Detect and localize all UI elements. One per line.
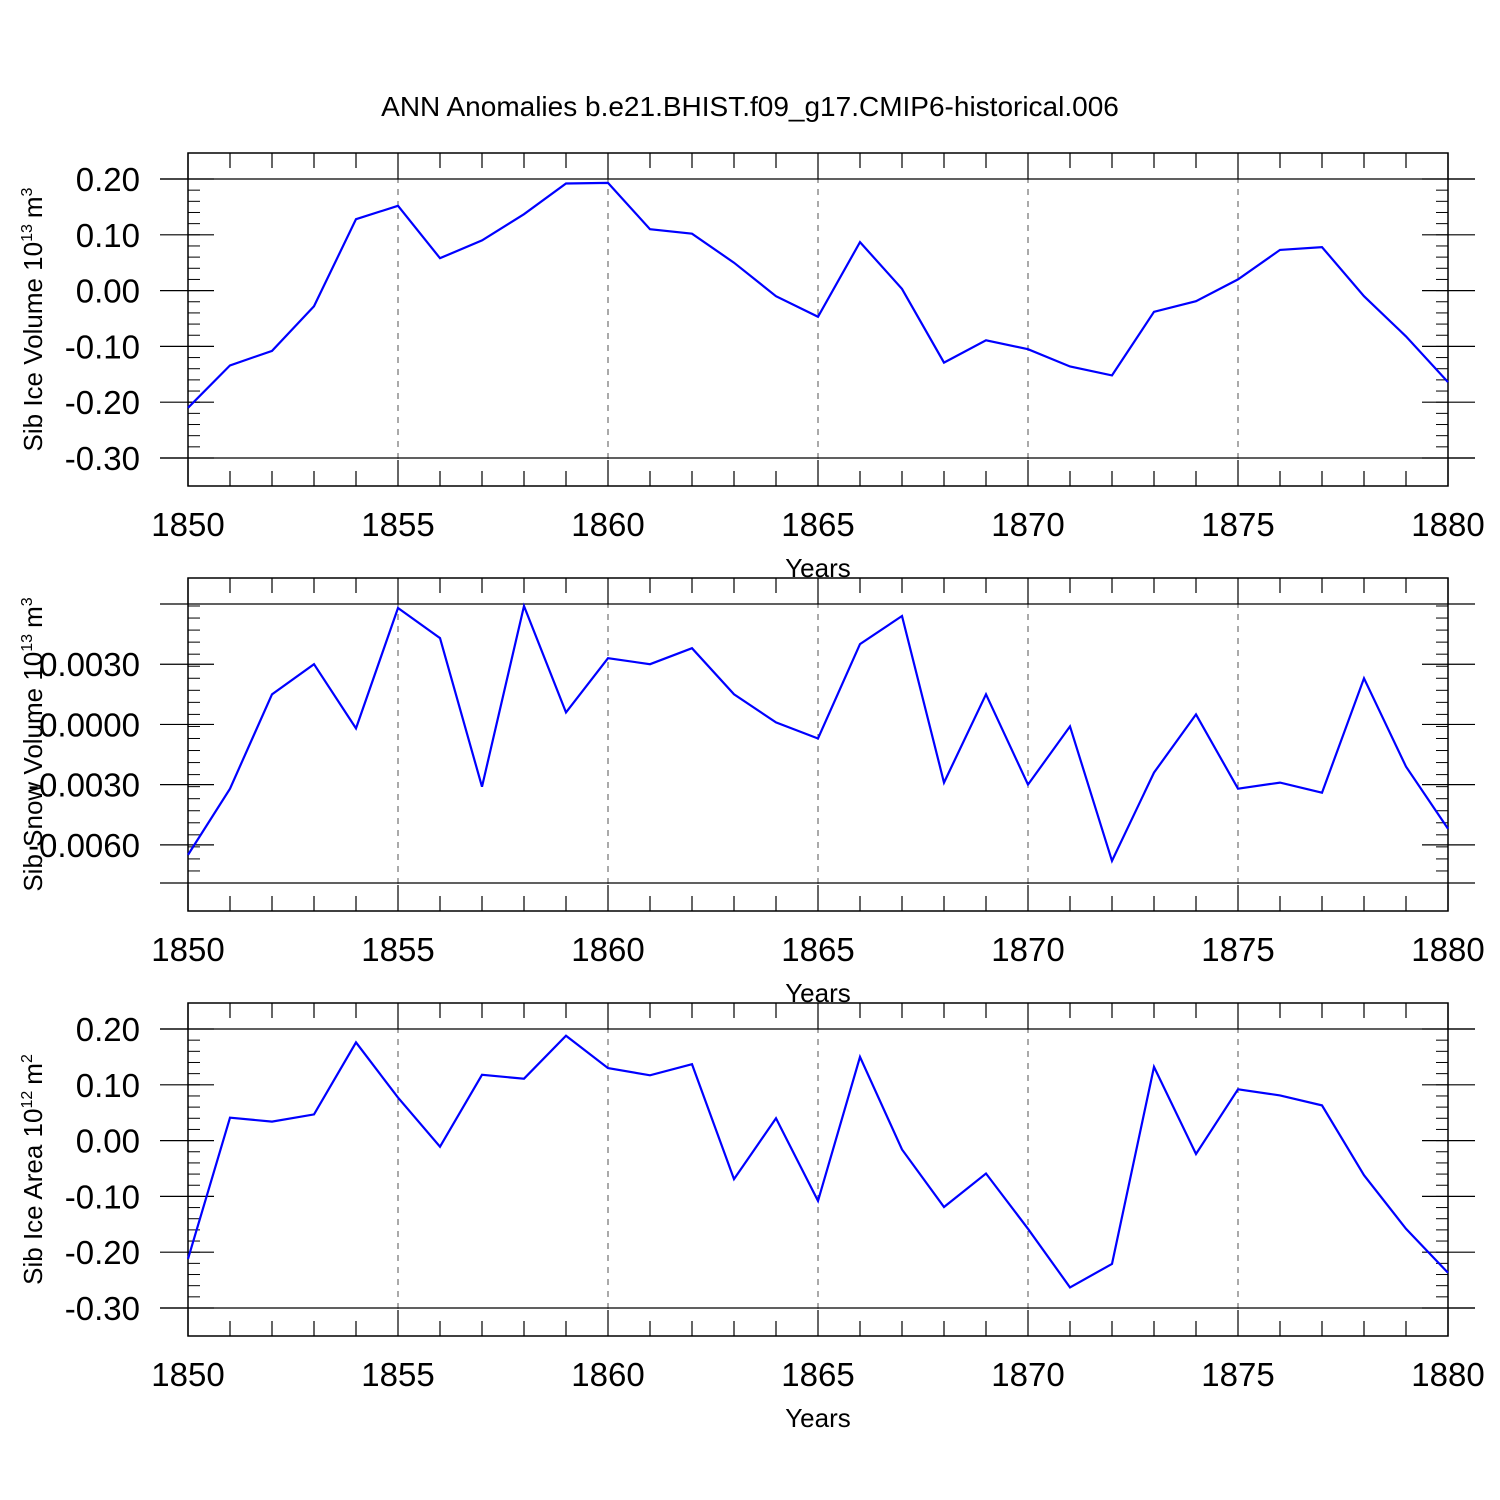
y-title-main: Sib Ice Volume 10 <box>18 242 48 452</box>
x-tick-label: 1860 <box>571 506 644 543</box>
y-tick-label: 0.00 <box>76 1123 140 1160</box>
y-title-main: Sib Snow Volume 10 <box>18 652 48 892</box>
y-tick-label: -0.0030 <box>28 767 140 804</box>
x-tick-label: 1870 <box>991 931 1064 968</box>
y-title-exponent: 13 <box>19 634 36 652</box>
y-tick-label: -0.10 <box>65 328 140 365</box>
plot-frame <box>187 1002 1449 1337</box>
y-title-unit-exponent: 3 <box>19 597 36 606</box>
x-tick-label: 1855 <box>361 506 434 543</box>
y-tick-label: -0.20 <box>65 1234 140 1271</box>
y-tick-label: -0.30 <box>65 1290 140 1327</box>
y-title-exponent: 13 <box>19 224 36 242</box>
x-tick-label: 1880 <box>1411 506 1484 543</box>
x-tick-label: 1860 <box>571 931 644 968</box>
y-tick-label: 0.0000 <box>39 706 140 743</box>
panel-3: 0.20 0.10 0.00 -0.10 -0.20 -0.30 1850 1855 1860 1… <box>18 1002 1485 1433</box>
plot-frame <box>187 577 1449 912</box>
x-tick-label: 1875 <box>1201 1356 1274 1393</box>
y-axis-title: Sib Snow Volume 1013 m3 <box>18 597 48 891</box>
y-tick-label: -0.0060 <box>28 827 140 864</box>
y-tick-label: -0.20 <box>65 384 140 421</box>
x-tick-label: 1850 <box>151 1356 224 1393</box>
plot-frame <box>187 152 1449 487</box>
figure-title: ANN Anomalies b.e21.BHIST.f09_g17.CMIP6-… <box>381 91 1119 122</box>
y-title-main: Sib Ice Area 10 <box>18 1109 48 1285</box>
y-tick-label: 0.20 <box>76 1011 140 1048</box>
x-tick-label: 1855 <box>361 1356 434 1393</box>
x-axis-title: Years <box>785 1403 851 1433</box>
x-tick-label: 1870 <box>991 506 1064 543</box>
y-title-unit-exponent: 2 <box>19 1054 36 1063</box>
x-tick-label: 1850 <box>151 506 224 543</box>
y-tick-label: 0.10 <box>76 217 140 254</box>
y-tick-label: -0.30 <box>65 440 140 477</box>
panel-1: 0.20 0.10 0.00 -0.10 -0.20 -0.30 1850 1855 1860 1… <box>18 152 1485 583</box>
x-tick-label: 1880 <box>1411 931 1484 968</box>
y-title-exponent: 12 <box>19 1091 36 1109</box>
y-title-unit-exponent: 3 <box>19 187 36 196</box>
y-title-unit: m <box>18 606 48 628</box>
y-tick-label: 0.00 <box>76 273 140 310</box>
y-axis-title: Sib Ice Volume 1013 m3 <box>18 187 48 451</box>
x-tick-label: 1870 <box>991 1356 1064 1393</box>
y-title-unit: m <box>18 1063 48 1085</box>
x-tick-label: 1865 <box>781 506 854 543</box>
y-title-unit: m <box>18 196 48 218</box>
y-axis-title: Sib Ice Area 1012 m2 <box>18 1054 48 1285</box>
y-tick-label: 0.20 <box>76 161 140 198</box>
x-tick-label: 1880 <box>1411 1356 1484 1393</box>
x-tick-label: 1865 <box>781 1356 854 1393</box>
panel-2: 0.0030 0.0000 -0.0030 -0.0060 1850 1855 1860 18… <box>18 577 1485 1008</box>
y-tick-label: 0.10 <box>76 1067 140 1104</box>
y-tick-label: 0.0030 <box>39 646 140 683</box>
x-tick-label: 1875 <box>1201 506 1274 543</box>
y-tick-label: -0.10 <box>65 1178 140 1215</box>
x-tick-label: 1865 <box>781 931 854 968</box>
x-tick-label: 1855 <box>361 931 434 968</box>
x-tick-label: 1875 <box>1201 931 1274 968</box>
x-tick-label: 1860 <box>571 1356 644 1393</box>
x-tick-label: 1850 <box>151 931 224 968</box>
